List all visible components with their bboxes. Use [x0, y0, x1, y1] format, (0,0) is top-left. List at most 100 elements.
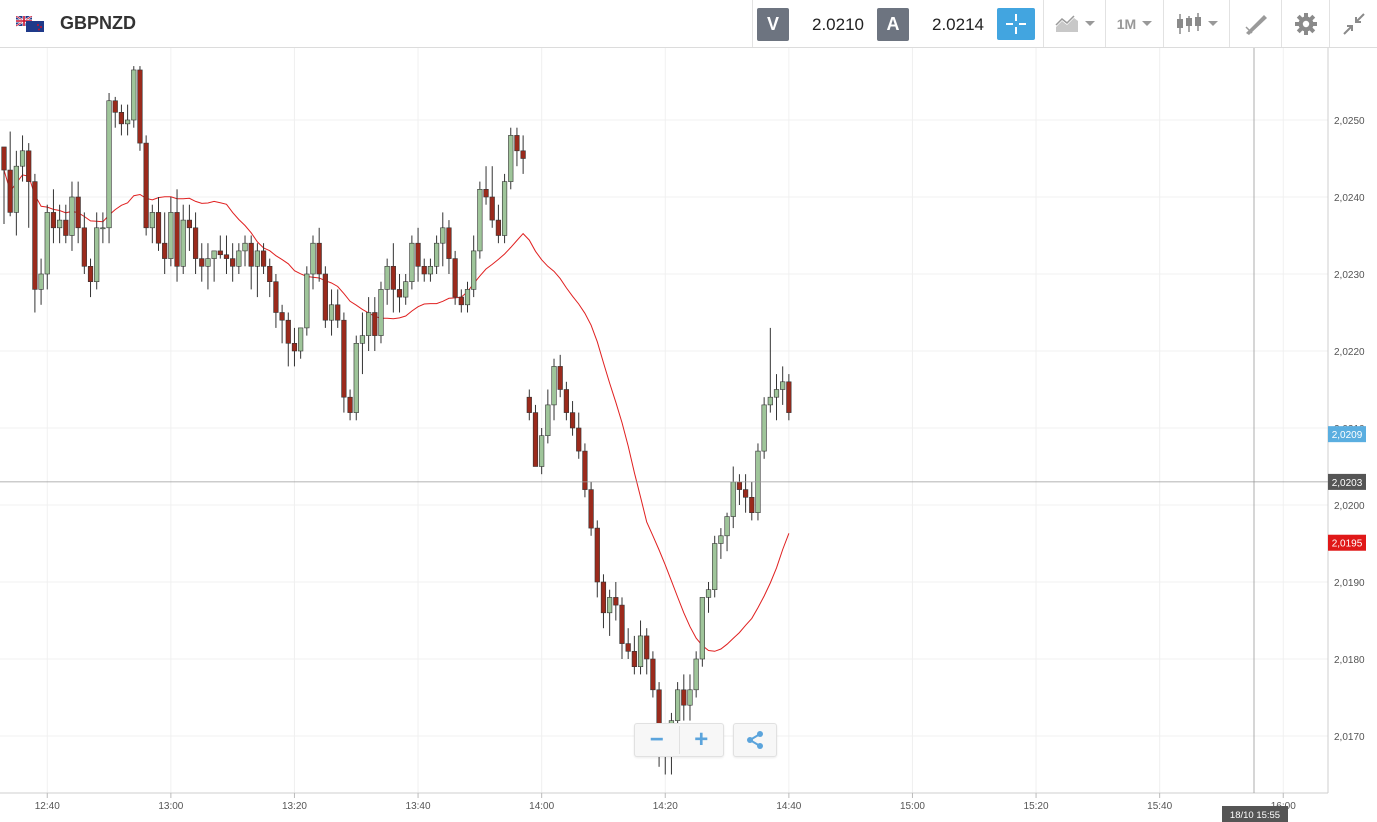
sell-tag[interactable]: V — [757, 8, 789, 41]
candle-up — [761, 404, 767, 452]
candle-down — [7, 169, 13, 213]
chart-type-menu[interactable] — [1043, 0, 1105, 47]
candle-up — [94, 227, 100, 283]
candle-down — [347, 396, 353, 413]
candle-down — [390, 266, 396, 290]
chevron-down-icon — [1207, 21, 1218, 26]
candle-down — [26, 150, 32, 182]
candle-down — [446, 227, 452, 259]
candle-up — [705, 589, 712, 598]
y-tick-label: 2,0180 — [1334, 655, 1365, 666]
candle-up — [328, 304, 335, 321]
y-tick-label: 2,0200 — [1334, 501, 1365, 512]
x-tick-label: 14:20 — [653, 801, 678, 812]
last-price-label: 2,0209 — [1332, 430, 1363, 441]
zoom-out-button[interactable]: − — [635, 726, 680, 754]
candle-down — [279, 312, 285, 321]
x-tick-label: 12:40 — [35, 801, 60, 812]
candle-up — [44, 212, 50, 275]
crosshair-button[interactable] — [997, 8, 1035, 40]
candle-style-menu[interactable] — [1163, 0, 1229, 47]
candle-up — [718, 535, 724, 544]
candle-up — [539, 435, 545, 467]
timeframe-menu[interactable]: 1M — [1105, 0, 1163, 47]
x-tick-label: 13:00 — [158, 801, 183, 812]
candle-down — [483, 189, 489, 198]
candle-up — [57, 219, 63, 229]
zoom-in-button[interactable]: + — [694, 726, 709, 753]
buy-price[interactable]: 2.0214 — [932, 14, 984, 34]
candle-down — [520, 150, 526, 159]
candle-down — [625, 643, 631, 652]
grid — [0, 48, 1328, 793]
candle-down — [285, 319, 291, 344]
candlestick-chart[interactable]: 2,01702,01802,01902,02002,02102,02202,02… — [0, 48, 1377, 822]
candle-down — [576, 427, 582, 452]
candle-down — [137, 69, 143, 144]
candle-down — [118, 112, 125, 125]
candle-up — [693, 658, 699, 691]
candle-down — [50, 212, 57, 229]
candle-down — [619, 604, 625, 644]
x-tick-label: 13:20 — [282, 801, 307, 812]
candle-up — [773, 389, 780, 398]
candle-down — [230, 258, 236, 267]
candle-up — [353, 342, 359, 413]
candle-up — [767, 396, 773, 406]
candle-down — [291, 342, 298, 352]
candle-down — [273, 281, 279, 313]
candle-down — [526, 396, 532, 413]
candle-up — [427, 266, 434, 275]
collapse-button[interactable] — [1329, 0, 1377, 47]
candle-up — [100, 227, 106, 230]
candle-down — [594, 527, 600, 583]
candle-up — [675, 689, 681, 721]
candle-down — [495, 219, 502, 236]
candle-up — [69, 196, 75, 236]
candle-up — [607, 597, 613, 614]
buy-tag[interactable]: A — [877, 8, 909, 41]
candle-down — [322, 273, 328, 321]
candle-down — [557, 366, 563, 390]
candle-down — [75, 196, 81, 229]
y-tick-label: 2,0220 — [1334, 347, 1365, 358]
candle-down — [650, 658, 656, 691]
candle-up — [236, 250, 242, 267]
candle-down — [563, 389, 569, 413]
candle-down — [372, 312, 378, 336]
candle-down — [742, 489, 749, 498]
ma-value-label-bg — [1328, 534, 1366, 551]
crosshair-layer: 2,0209 2,0203 2,0195 18/10 15:55 — [0, 48, 1366, 822]
moving-average-line — [3, 169, 790, 652]
candle-down — [260, 250, 267, 267]
candle-down — [248, 242, 254, 267]
candle-down — [32, 181, 38, 290]
chart-toolbar: GBPNZD V 2.0210 A 2.0214 1M — [0, 0, 1377, 48]
candle-down — [421, 266, 427, 275]
drawing-tools-button[interactable] — [1229, 0, 1281, 47]
crosshair-price-label-bg — [1328, 473, 1366, 490]
candle-up — [242, 242, 248, 252]
pencil-ruler-icon — [1244, 14, 1267, 35]
candle-down — [569, 412, 576, 429]
candle-down — [458, 296, 464, 306]
price-quote-group — [752, 0, 992, 47]
share-button[interactable] — [733, 723, 777, 757]
candle-up — [730, 481, 736, 517]
candle-up — [464, 289, 471, 306]
sell-price[interactable]: 2.0210 — [812, 14, 864, 34]
y-tick-label: 2,0240 — [1334, 193, 1365, 204]
candle-down — [582, 450, 588, 490]
settings-button[interactable] — [1281, 0, 1329, 47]
candle-down — [600, 581, 607, 614]
candle-down — [514, 135, 520, 152]
candle-down — [162, 242, 168, 259]
gb-nz-flag-icon — [16, 16, 44, 32]
candlestick-icon — [1176, 12, 1201, 34]
candle-down — [681, 689, 687, 706]
candle-down — [174, 212, 180, 267]
candle-up — [254, 250, 260, 267]
candle-down — [267, 266, 273, 283]
candle-down — [736, 481, 743, 490]
candle-down — [415, 242, 421, 267]
